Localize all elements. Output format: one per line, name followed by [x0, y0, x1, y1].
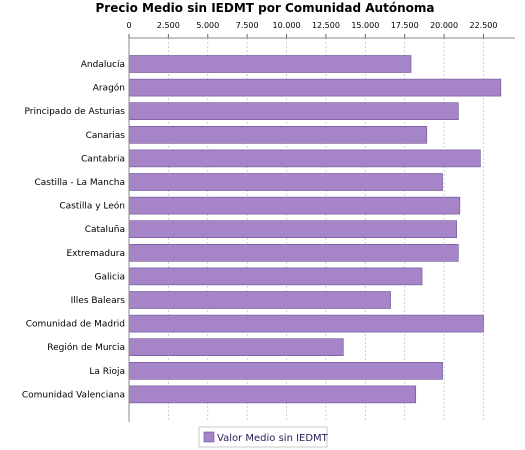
x-tick-label: 15.000 — [351, 21, 379, 30]
bar — [128, 220, 458, 238]
bar — [128, 267, 423, 286]
category-label: Cantabria — [81, 154, 125, 164]
bar — [128, 244, 459, 262]
category-label: Andalucía — [81, 60, 125, 70]
category-label: Región de Murcia — [47, 342, 125, 353]
category-label: Aragón — [93, 83, 125, 94]
legend-swatch — [203, 431, 215, 443]
x-axis-ticks: 0 2.500 5.000 7.500 10.000 12.500 15.000 17.500… — [126, 21, 497, 38]
legend-label: Valor Medio sin IEDMT — [217, 433, 329, 444]
category-label: Galicia — [95, 272, 125, 282]
x-tick-label: 0 — [126, 21, 131, 30]
bar — [128, 149, 481, 168]
x-tick-label: 20.000 — [430, 21, 458, 30]
x-tick-label: 12.500 — [312, 21, 340, 30]
bar — [128, 173, 443, 191]
bar — [128, 314, 484, 333]
bar — [128, 385, 417, 404]
bar — [128, 338, 344, 357]
x-tick-label: 22.500 — [469, 21, 497, 30]
x-tick-label: 2.500 — [157, 21, 180, 30]
legend-box — [198, 426, 328, 448]
x-tick-label: 17.500 — [391, 21, 419, 30]
bar — [128, 126, 428, 144]
category-label: Cataluña — [85, 225, 125, 235]
bar — [128, 55, 412, 73]
bars — [128, 55, 502, 404]
category-label: Castilla y León — [59, 201, 125, 212]
x-tick-label: 10.000 — [273, 21, 301, 30]
category-label: Comunidad Valenciana — [22, 390, 125, 400]
bar — [128, 196, 461, 215]
bar — [128, 102, 459, 120]
category-label: Castilla - La Mancha — [34, 178, 125, 188]
category-label: Principado de Asturias — [24, 107, 125, 117]
category-label: Illes Balears — [71, 296, 126, 306]
category-label: Canarias — [86, 131, 126, 141]
category-label: La Rioja — [89, 367, 125, 377]
bar — [128, 78, 502, 97]
category-label: Comunidad de Madrid — [26, 320, 125, 330]
x-tick-label: 7.500 — [236, 21, 259, 30]
category-labels: Andalucía Aragón Principado de Asturias Can… — [22, 60, 125, 400]
legend: Valor Medio sin IEDMT — [198, 426, 329, 448]
category-label: Extremadura — [67, 249, 126, 259]
bar — [128, 291, 391, 309]
bar — [128, 361, 443, 380]
chart-title: Precio Medio sin IEDMT por Comunidad Aut… — [96, 1, 435, 15]
x-tick-label: 5.000 — [196, 21, 219, 30]
